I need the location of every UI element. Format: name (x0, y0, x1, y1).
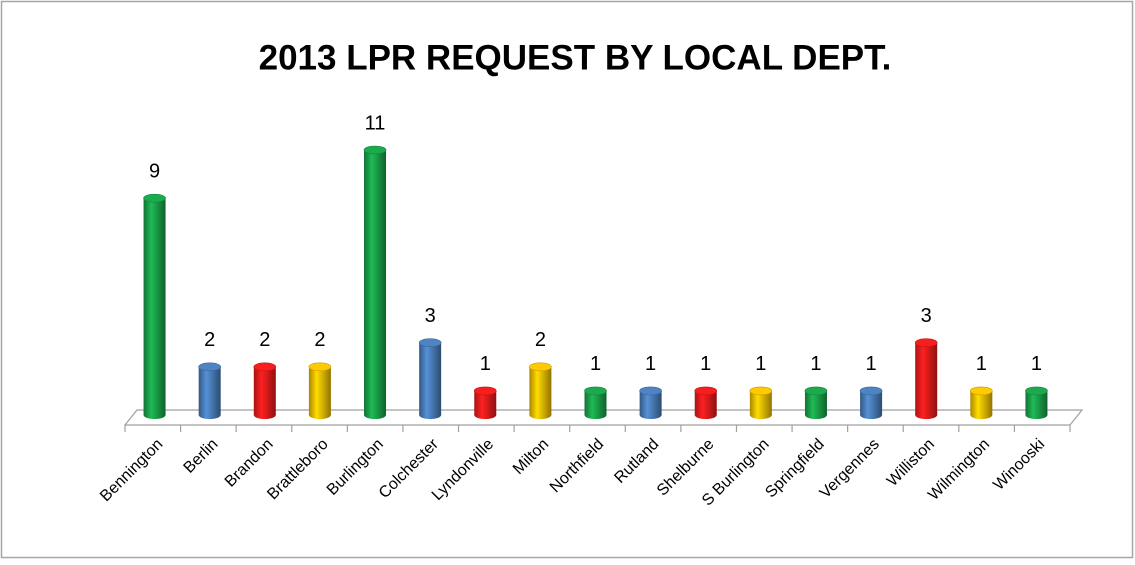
data-label: 1 (480, 353, 491, 375)
bar (143, 198, 166, 415)
data-label: 1 (590, 353, 601, 375)
data-label: 3 (425, 305, 436, 327)
data-label: 2 (314, 329, 325, 351)
bar (639, 390, 662, 415)
bar-top (804, 386, 828, 396)
data-label: 3 (921, 305, 932, 327)
bar-top (914, 338, 938, 348)
bar-top (639, 386, 662, 396)
bar-top (694, 386, 718, 396)
data-label: 1 (1031, 353, 1042, 375)
bar (419, 342, 442, 415)
bar-top (418, 338, 442, 348)
data-label: 2 (259, 329, 270, 351)
bar-top (253, 362, 277, 372)
bar (529, 366, 552, 415)
bar (1025, 390, 1048, 415)
bar-top (473, 386, 497, 396)
data-label: 1 (645, 353, 656, 375)
data-label: 2 (535, 329, 546, 351)
bar (474, 390, 497, 415)
bar-top (198, 362, 221, 372)
data-label: 2 (204, 329, 215, 351)
data-label: 9 (149, 160, 160, 182)
bar-top (1025, 386, 1048, 396)
bar (860, 390, 883, 415)
bar (804, 390, 827, 415)
bar-top (749, 386, 773, 396)
bar (915, 342, 938, 415)
data-label: 1 (755, 353, 766, 375)
data-label: 1 (700, 353, 711, 375)
bar (253, 366, 276, 415)
data-label: 11 (365, 112, 386, 134)
data-label: 1 (976, 353, 987, 375)
bar (694, 390, 717, 415)
bar-top (970, 386, 993, 396)
bar (584, 390, 607, 415)
bar (308, 366, 331, 415)
chart-title: 2013 LPR REQUEST BY LOCAL DEPT. (259, 38, 892, 77)
bar-top (308, 362, 332, 372)
bar-top (529, 362, 552, 372)
bar-top (143, 193, 166, 203)
bar-top (363, 145, 387, 155)
data-label: 1 (810, 353, 821, 375)
bar-top (584, 386, 607, 396)
bar (749, 390, 772, 415)
bar-top (859, 386, 883, 396)
bar (970, 390, 993, 415)
bar (198, 366, 221, 415)
data-label: 1 (866, 353, 877, 375)
bar (364, 150, 387, 415)
